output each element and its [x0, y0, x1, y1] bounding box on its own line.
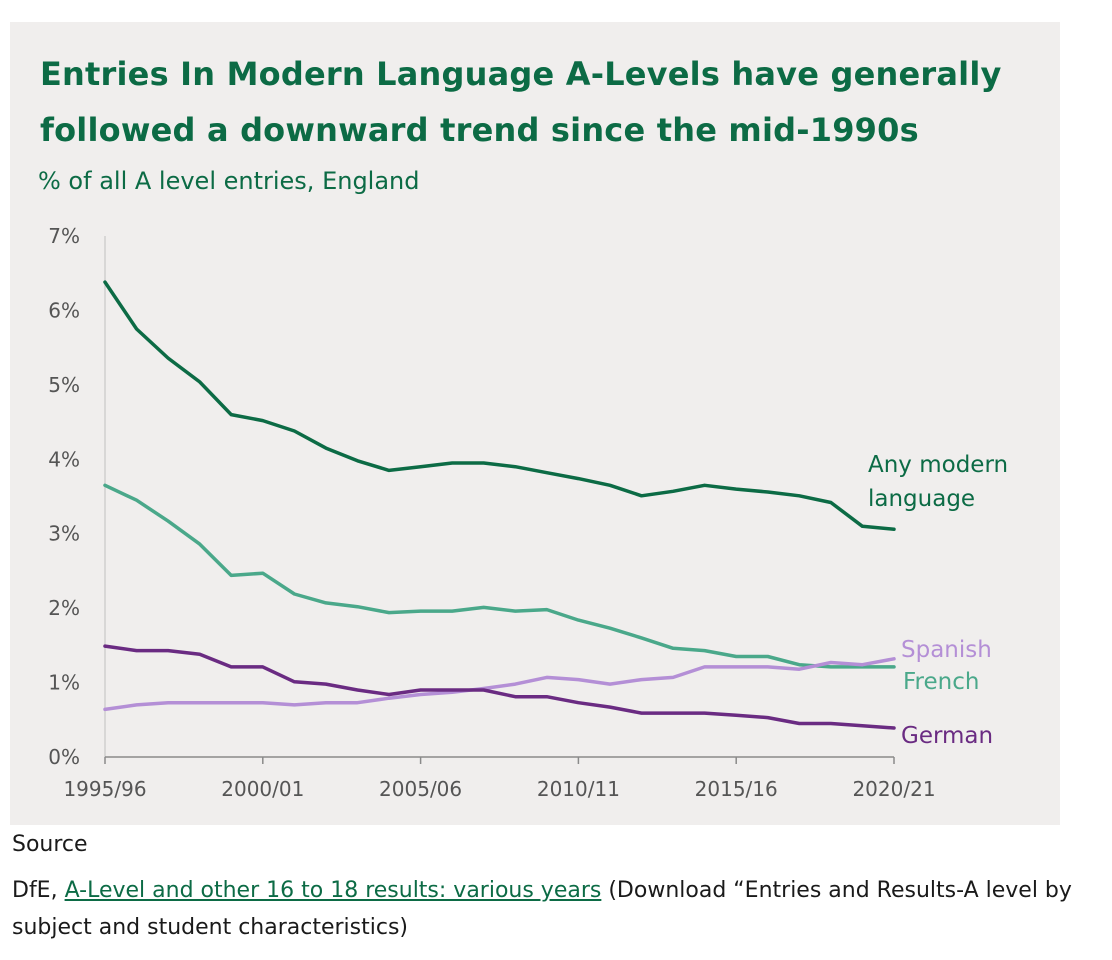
- series-label-any-modern-language: Any modern: [868, 452, 1008, 478]
- series-labels: Any modern language Spanish French German: [868, 452, 1008, 749]
- source-text: DfE, A-Level and other 16 to 18 results:…: [12, 872, 1112, 946]
- axes: 0% 1% 2% 3% 4% 5% 6% 7% 1995/96 2000/01 2005/06 201…: [48, 224, 935, 801]
- series-label-any-modern-language: language: [868, 486, 975, 512]
- chart-panel: Entries In Modern Language A-Levels have…: [10, 22, 1060, 825]
- source-prefix: DfE,: [12, 878, 65, 903]
- line-chart: 0% 1% 2% 3% 4% 5% 6% 7% 1995/96 2000/01 2005/06 201…: [48, 224, 1008, 801]
- source-suffix: (Download “Entries and Results-A level b…: [12, 878, 1072, 940]
- y-tick-label: 7%: [48, 224, 80, 248]
- y-tick-label: 3%: [48, 522, 80, 546]
- series-line-spanish: [103, 657, 896, 712]
- chart-title: Entries In Modern Language A-Levels have…: [40, 55, 1002, 149]
- series-line-german: [103, 644, 896, 730]
- series-line-any-modern-language: [103, 280, 896, 531]
- x-tick-label: 2015/16: [695, 777, 778, 801]
- series-label-german: German: [901, 723, 993, 749]
- chart-subtitle: % of all A level entries, England: [38, 167, 420, 195]
- y-tick-label: 1%: [48, 671, 80, 695]
- series-lines: [103, 280, 896, 730]
- y-tick-label: 5%: [48, 373, 80, 397]
- x-tick-label: 2020/21: [852, 777, 935, 801]
- source-heading: Source: [12, 832, 88, 857]
- y-tick-label: 0%: [48, 745, 80, 769]
- y-tick-label: 2%: [48, 596, 80, 620]
- series-label-spanish: Spanish: [901, 637, 992, 663]
- y-tick-label: 4%: [48, 447, 80, 471]
- y-tick-label: 6%: [48, 298, 80, 322]
- series-line-french: [103, 483, 896, 669]
- x-tick-label: 1995/96: [63, 777, 146, 801]
- x-tick-label: 2000/01: [221, 777, 304, 801]
- x-tick-label: 2005/06: [379, 777, 462, 801]
- source-link[interactable]: A-Level and other 16 to 18 results: vari…: [64, 878, 602, 903]
- x-tick-label: 2010/11: [537, 777, 620, 801]
- series-label-french: French: [903, 669, 979, 695]
